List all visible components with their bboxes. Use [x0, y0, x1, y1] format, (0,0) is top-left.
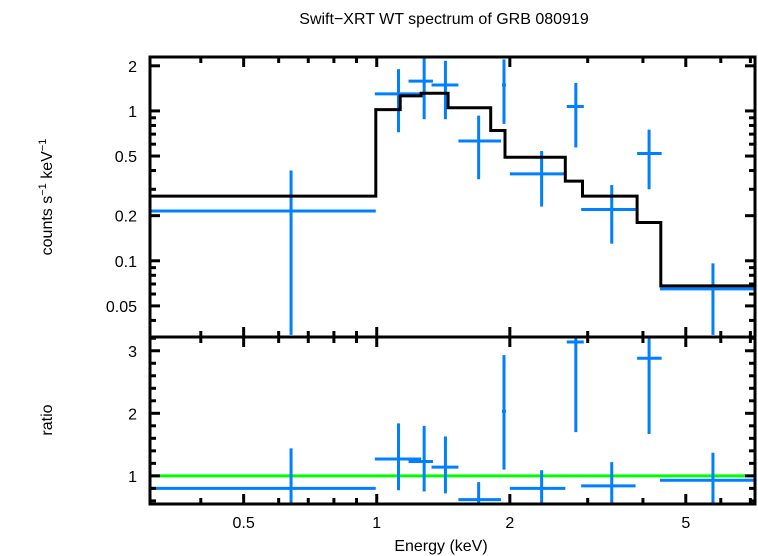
- spectrum-point-6: [509, 151, 566, 207]
- x-tick-label-2: 2: [505, 515, 514, 532]
- ratio-point-6: [509, 470, 566, 504]
- spectrum-y-tick-label-2: 0.2: [115, 209, 137, 226]
- ratio-point-9: [637, 337, 662, 434]
- frame-border: [148, 55, 757, 506]
- spectrum-y-tick-label-3: 0.5: [115, 149, 137, 166]
- ratio-point-1: [374, 423, 422, 491]
- ratio-point-4: [458, 482, 502, 504]
- spectrum-point-7: [566, 82, 584, 148]
- ratio-y-tick-label-2: 3: [128, 344, 137, 361]
- ratio-y-tick-label-0: 1: [128, 469, 137, 486]
- spectrum-panel: 0.050.10.20.512 counts s−1 keV−1: [37, 57, 755, 335]
- spectrum-y-tick-label-5: 2: [128, 59, 137, 76]
- spectrum-y-axis-label: counts s−1 keV−1: [37, 139, 56, 256]
- spectrum-point-5: [502, 59, 506, 124]
- x-axis-ticks: 0.5 1 2 5: [199, 57, 752, 532]
- x-axis-label: Energy (keV): [394, 538, 487, 555]
- ratio-y-tick-label-1: 2: [128, 406, 137, 423]
- ratio-point-0: [150, 448, 376, 504]
- ratio-point-8: [581, 462, 636, 504]
- ratio-point-5: [502, 355, 506, 470]
- label-text: counts s: [39, 196, 56, 256]
- spectrum-point-8: [581, 185, 636, 244]
- spectrum-ticks: 0.05 0.1 0.2 0.5 1 2: [106, 59, 755, 322]
- spectrum-model-series: [150, 91, 755, 288]
- chart-title: Swift−XRT WT spectrum of GRB 080919: [299, 11, 589, 28]
- spectrum-point-2: [408, 57, 433, 120]
- ratio-point-10: [659, 452, 755, 504]
- spectrum-point-0: [150, 170, 376, 335]
- spectrum-y-tick-label-1: 0.1: [115, 254, 137, 271]
- ratio-point-2: [408, 425, 433, 492]
- label-text: keV: [39, 151, 56, 183]
- spectrum-point-4: [458, 115, 502, 180]
- x-tick-label-0: 0.5: [233, 515, 255, 532]
- spectrum-point-10: [659, 263, 755, 335]
- spectrum-data-series: [150, 57, 755, 335]
- spectrum-point-1: [374, 69, 422, 133]
- spectrum-y-tick-label-4: 1: [128, 104, 137, 121]
- ratio-data-series: [150, 337, 755, 504]
- ratio-point-7: [566, 337, 584, 433]
- plot-frame: [148, 55, 757, 506]
- model-step-line: [150, 91, 755, 288]
- spectrum-point-3: [431, 60, 459, 120]
- spectrum-point-9: [637, 129, 662, 190]
- superscript: −1: [37, 183, 49, 196]
- ratio-point-3: [431, 436, 459, 494]
- ratio-panel: 1 2 3 ratio: [39, 336, 755, 504]
- x-tick-label-3: 5: [681, 515, 690, 532]
- ratio-y-axis-label: ratio: [39, 404, 56, 435]
- spectrum-y-tick-label-0: 0.05: [106, 299, 137, 316]
- superscript: −1: [37, 139, 49, 152]
- x-tick-label-1: 1: [372, 515, 381, 532]
